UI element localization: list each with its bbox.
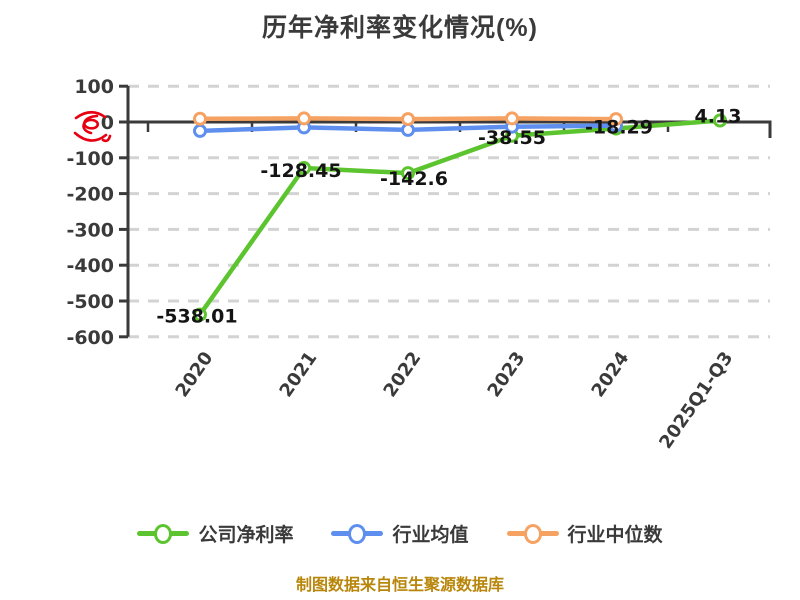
data-point-label: -18.29 xyxy=(585,117,653,139)
industry-average-marker xyxy=(193,123,207,138)
company-net-margin-marker xyxy=(713,113,727,128)
legend-marker-dot xyxy=(154,523,173,544)
industry-median-marker xyxy=(609,112,623,127)
company-net-margin-marker xyxy=(401,166,415,181)
x-axis-tick-label: 2025Q1-Q3 xyxy=(655,348,737,453)
industry-median-marker xyxy=(193,111,207,126)
x-axis-tick-label: 2023 xyxy=(484,348,530,401)
industry-median-marker xyxy=(297,111,311,126)
legend-label: 公司净利率 xyxy=(198,525,294,546)
x-axis-tick-label: 2021 xyxy=(276,348,322,401)
green-line-marker-icon xyxy=(137,523,190,544)
x-axis-zero-line xyxy=(128,120,772,138)
red-watermark-icon xyxy=(73,131,112,143)
legend-item-industry-median[interactable]: 行业中位数 xyxy=(506,520,663,547)
legend-marker-dot xyxy=(348,523,367,544)
industry-median-marker xyxy=(505,111,519,126)
data-point-label: -128.45 xyxy=(260,160,341,182)
y-axis-tick-label: -600 xyxy=(66,327,114,349)
company-net-margin-marker xyxy=(297,161,311,175)
data-point-label: -38.55 xyxy=(478,127,546,149)
legend-item-industry-average[interactable]: 行业均值 xyxy=(331,520,469,547)
legend-marker-dot xyxy=(523,523,542,544)
y-axis-tick-label: -400 xyxy=(66,255,114,277)
industry-median-marker xyxy=(401,112,415,127)
data-point-label: 4.13 xyxy=(695,106,742,128)
red-watermark-icon xyxy=(82,114,99,135)
y-axis-tick-label: 100 xyxy=(74,76,114,98)
x-axis-tick-label: 2022 xyxy=(380,348,426,401)
orange-line-marker-icon xyxy=(506,523,559,544)
company-net-margin-line xyxy=(197,118,723,317)
x-axis-tick-label: 2020 xyxy=(172,348,218,401)
legend-label: 行业均值 xyxy=(392,525,469,546)
legend-item-company-net-margin[interactable]: 公司净利率 xyxy=(137,520,293,547)
legend: 公司净利率 行业均值 行业中位数 xyxy=(0,520,800,547)
x-axis-tick-label: 2024 xyxy=(588,348,634,401)
company-net-margin-marker xyxy=(193,307,207,322)
y-axis-tick-label: -500 xyxy=(66,291,114,313)
y-axis-tick-label: -100 xyxy=(66,148,114,170)
data-point-label: -538.01 xyxy=(156,306,237,328)
data-source-note: 制图数据来自恒生聚源数据库 xyxy=(295,577,504,594)
blue-line-marker-icon xyxy=(331,523,384,544)
data-point-label: -142.6 xyxy=(380,168,448,190)
legend-label: 行业中位数 xyxy=(567,525,663,546)
chart-title: 历年净利率变化情况(%) xyxy=(262,14,538,42)
y-axis-tick-label: -300 xyxy=(66,219,114,241)
y-axis-tick-label: -200 xyxy=(66,184,114,206)
red-watermark-icon xyxy=(74,110,107,120)
